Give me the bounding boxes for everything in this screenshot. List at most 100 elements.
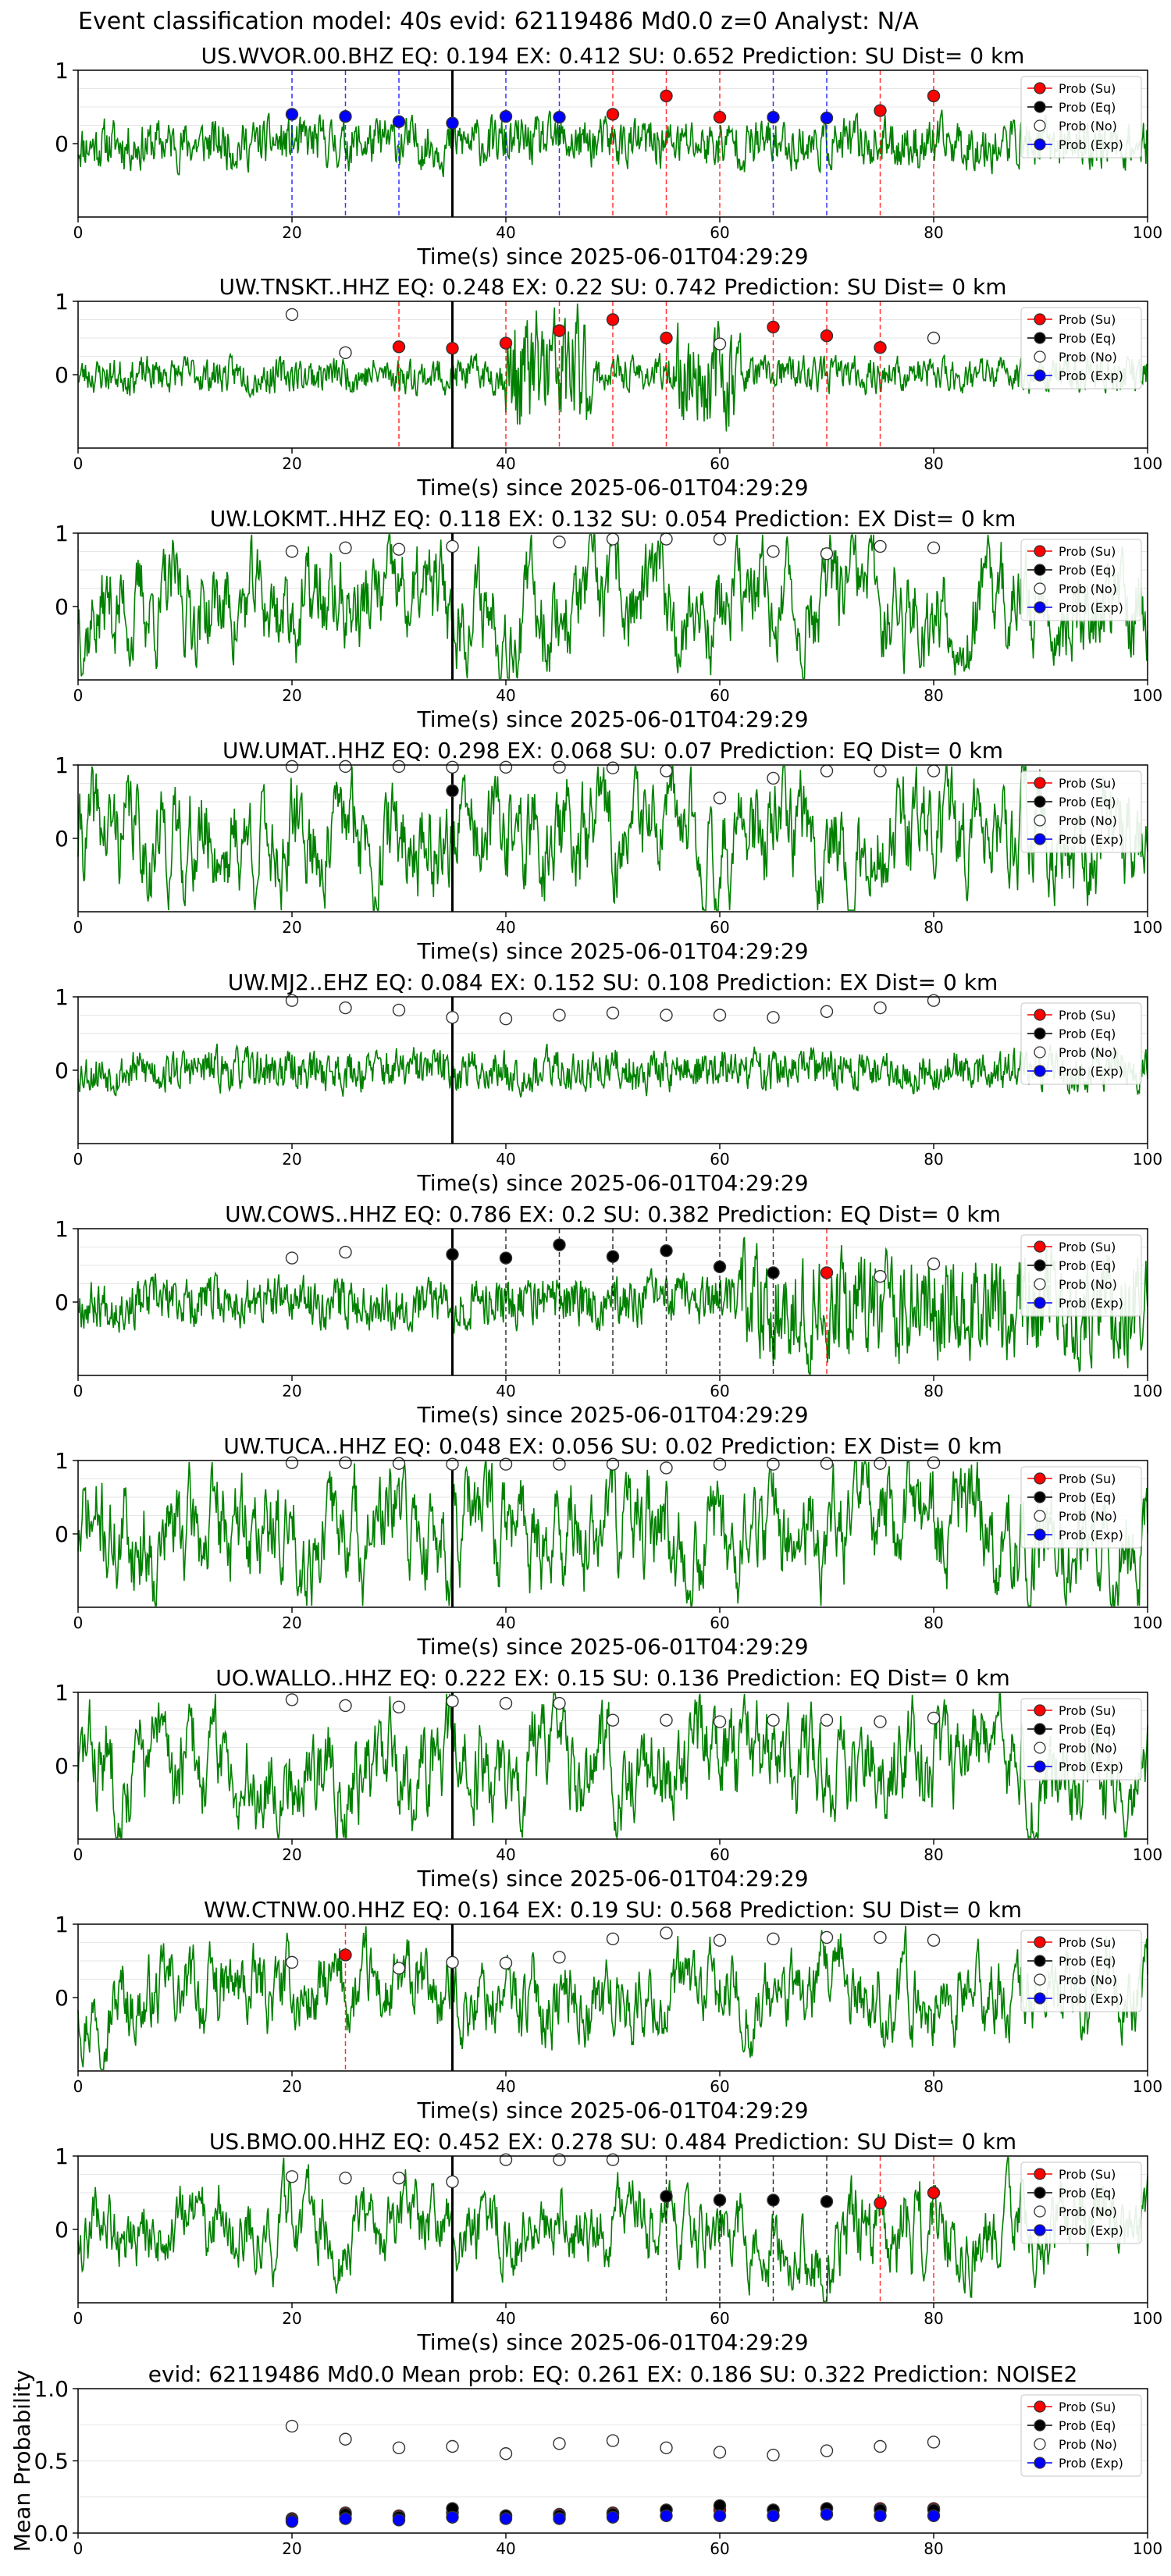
marker-no [553,2153,566,2166]
legend-label: Prob (Exp) [1059,2223,1123,2238]
legend-label: Prob (Su) [1059,1240,1116,1254]
marker-exp [874,2509,887,2523]
marker-no [606,2153,620,2166]
marker-eq [713,2194,727,2207]
x-tick-label: 40 [496,454,515,473]
marker-su [499,336,513,350]
legend-marker-no [1034,119,1046,132]
marker-no [606,1457,620,1471]
marker-no [499,1696,513,1710]
legend-label: Prob (Exp) [1059,1064,1123,1079]
legend-marker-eq [1034,1027,1046,1040]
marker-no [446,2439,459,2453]
legend-label: Prob (Su) [1059,2167,1116,2182]
x-tick-label: 80 [924,2309,943,2328]
legend-label: Prob (No) [1059,119,1117,133]
marker-no [285,1456,299,1470]
legend-box [1020,1698,1142,1781]
x-tick-label: 80 [924,2539,943,2558]
marker-eq [499,1251,513,1265]
waveform-trace [77,303,1148,432]
marker-no [339,1001,352,1015]
x-tick-label: 0 [73,1845,84,1864]
marker-no [339,2171,352,2185]
x-tick-label: 20 [282,1150,301,1169]
legend-label: Prob (Eq) [1059,1258,1116,1273]
legend-marker-no [1034,582,1046,595]
marker-no [767,1932,780,1946]
marker-no [767,545,780,558]
panel-title: evid: 62119486 Md0.0 Mean prob: EQ: 0.26… [148,2361,1078,2387]
legend-marker-eq [1034,332,1046,344]
x-tick-label: 100 [1133,918,1162,937]
panel-title: WW.CTNW.00.HHZ EQ: 0.164 EX: 0.19 SU: 0.… [204,1897,1022,1923]
x-tick-label: 40 [496,1845,515,1864]
marker-no [392,1962,406,1975]
legend-label: Prob (Eq) [1059,1026,1116,1041]
marker-no [553,2437,566,2450]
x-tick-label: 40 [496,223,515,242]
marker-no [713,2446,727,2459]
x-tick-label: 100 [1133,454,1162,473]
marker-no [285,2170,299,2183]
legend-marker-eq [1034,1955,1046,1967]
marker-su [339,1948,352,1962]
marker-su [392,340,406,354]
x-tick-label: 80 [924,223,943,242]
legend-marker-eq [1034,1259,1046,1272]
legend-label: Prob (Exp) [1059,137,1123,152]
x-tick-label: 0 [73,918,84,937]
marker-exp [339,110,352,123]
marker-eq [660,1244,673,1258]
legend-box [1020,1002,1142,1085]
x-tick-label: 100 [1133,2539,1162,2558]
legend-marker-su [1034,313,1046,326]
legend-label: Prob (No) [1059,813,1117,828]
legend-box [1020,76,1142,158]
marker-eq [713,1260,727,1274]
y-tick-label: 1 [55,1680,69,1706]
marker-eq [446,784,459,798]
marker-su [660,89,673,103]
legend-label: Prob (Exp) [1059,1759,1123,1774]
legend-marker-su [1034,545,1046,557]
panel-title: US.WVOR.00.BHZ EQ: 0.194 EX: 0.412 SU: 0… [201,43,1025,69]
marker-no [606,1006,620,1019]
marker-su [553,324,566,337]
marker-eq [660,2190,673,2203]
marker-no [285,1251,299,1265]
legend-marker-eq [1034,2186,1046,2199]
marker-eq [446,1247,459,1261]
legend-label: Prob (No) [1059,1277,1117,1292]
legend-label: Prob (Su) [1059,81,1116,96]
x-axis-label: Time(s) since 2025-06-01T04:29:29 [416,475,808,500]
marker-exp [820,111,834,125]
x-tick-label: 20 [282,1845,301,1864]
marker-no [392,2171,406,2185]
marker-eq [767,2194,780,2207]
marker-no [767,1713,780,1727]
legend-marker-no [1034,350,1046,363]
marker-eq [606,1250,620,1263]
y-tick-label: 0 [55,594,69,620]
marker-no [820,547,834,560]
marker-no [339,1699,352,1713]
marker-su [927,2186,941,2200]
x-axis-label: Time(s) since 2025-06-01T04:29:29 [416,2329,808,2355]
marker-no [446,760,459,774]
marker-no [446,539,459,553]
legend-label: Prob (Su) [1059,1008,1116,1023]
x-axis-label: Time(s) since 2025-06-01T04:29:29 [416,1402,808,1428]
y-tick-label: 0 [55,131,69,157]
marker-no [285,308,299,322]
marker-no [392,1003,406,1017]
marker-exp [767,110,780,124]
x-tick-label: 20 [282,454,301,473]
marker-su [874,2196,887,2210]
panel-title: UW.COWS..HHZ EQ: 0.786 EX: 0.2 SU: 0.382… [225,1201,1001,1227]
x-tick-label: 40 [496,2077,515,2096]
panel-4: UW.MJ2..EHZ EQ: 0.084 EX: 0.152 SU: 0.10… [55,970,1162,1196]
x-tick-label: 40 [496,1382,515,1400]
marker-exp [285,108,299,121]
legend-marker-su [1034,82,1046,94]
